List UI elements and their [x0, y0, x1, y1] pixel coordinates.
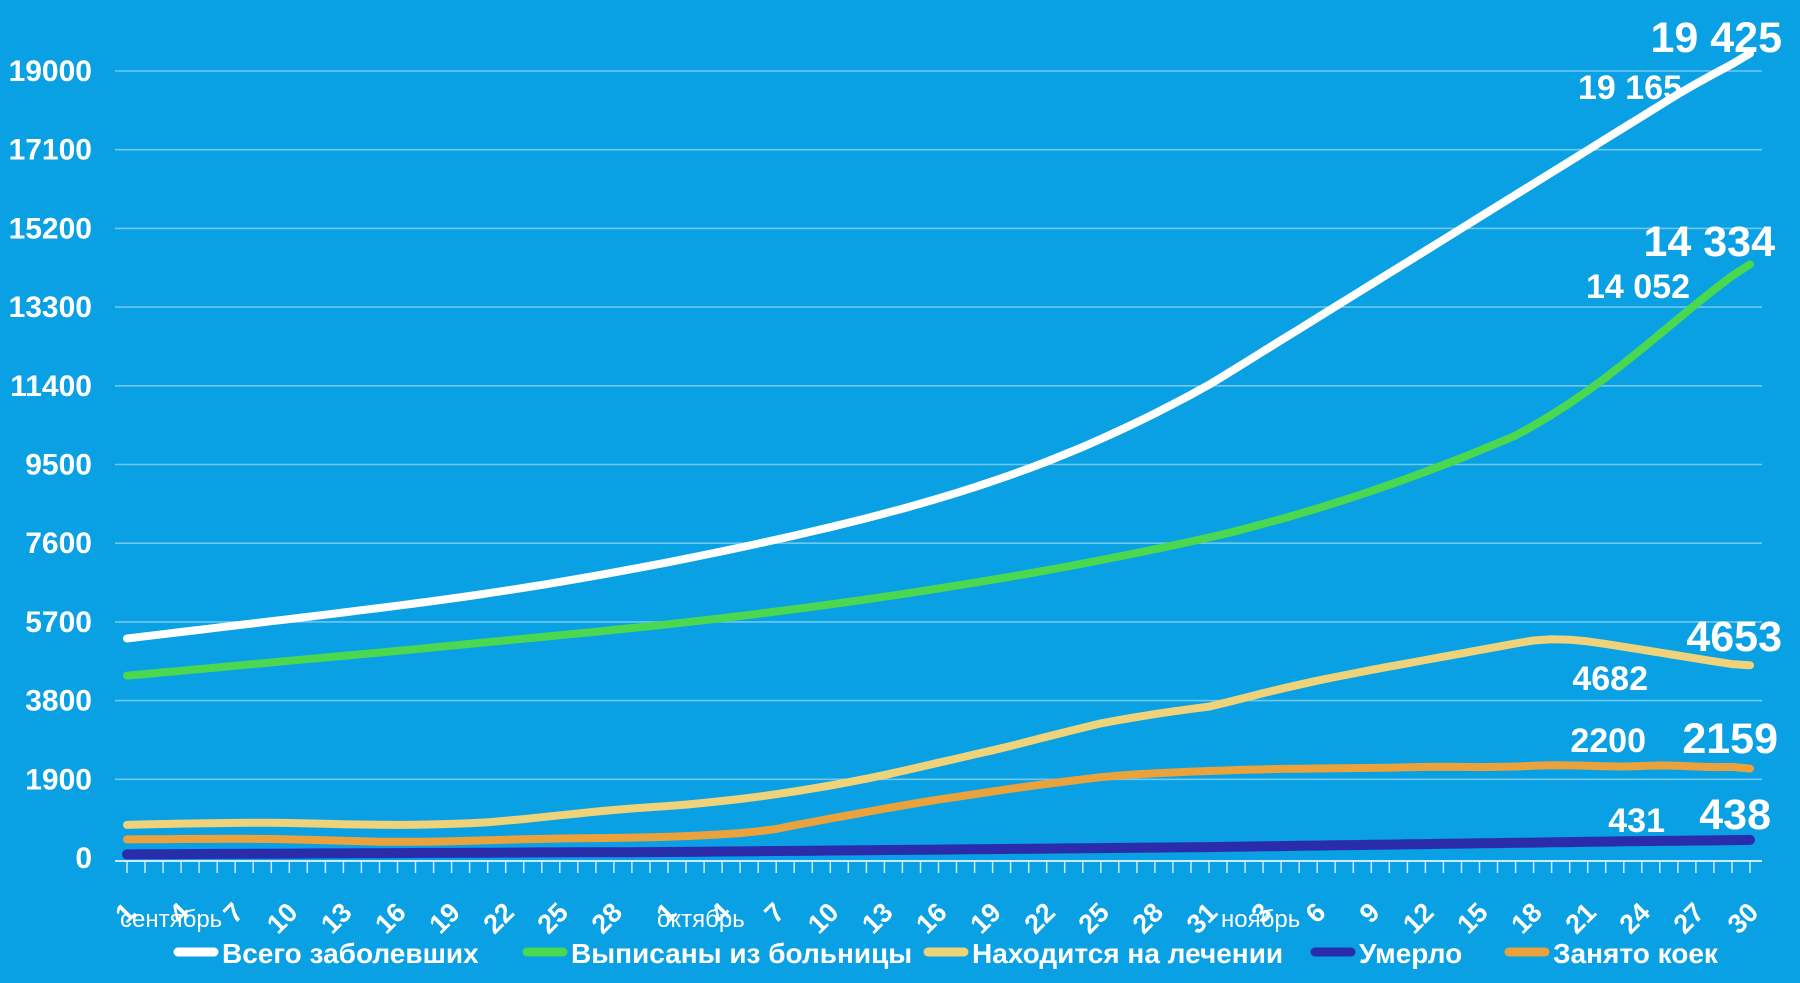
month-label: сентябрь: [120, 906, 222, 933]
y-axis-tick-label: 0: [75, 842, 92, 875]
legend-label-under-treatment: Находится на лечении: [972, 938, 1283, 969]
legend-label-discharged-from-hospital: Выписаны из больницы: [571, 938, 912, 969]
data-label-total-infected-current: 19 425: [1650, 14, 1782, 62]
legend: Всего заболевших Выписаны из больницы Нахо…: [173, 938, 1719, 969]
y-axis-tick-label: 7600: [25, 527, 92, 560]
series-lines: [122, 49, 1755, 860]
series-line-beds-occupied: [123, 761, 1754, 846]
x-axis: [115, 860, 1762, 873]
gridlines: [115, 70, 1762, 781]
data-label-discharged-from-hospital-previous: 14 052: [1586, 268, 1690, 306]
y-axis-tick-label: 11400: [10, 370, 92, 403]
series-line-under-treatment: [123, 635, 1754, 829]
data-label-died-current: 438: [1699, 791, 1771, 839]
legend-item-beds-occupied: Занято коек: [1504, 938, 1719, 969]
legend-label-total-infected: Всего заболевших: [222, 938, 479, 969]
series-line-total-infected: [123, 49, 1754, 643]
series-line-discharged-from-hospital: [123, 260, 1754, 680]
series-line-died: [122, 834, 1755, 860]
data-label-discharged-from-hospital-current: 14 334: [1643, 218, 1775, 266]
y-axis-tick-label: 1900: [25, 763, 92, 796]
y-axis-tick-label: 3800: [25, 685, 92, 718]
month-label: ноябрь: [1221, 906, 1300, 933]
y-axis-labels: 0 1900 3800 5700 7600 9500 11400 13300 15200 1710…: [9, 55, 92, 875]
legend-item-died: Умерло: [1310, 938, 1462, 969]
y-axis-tick-label: 5700: [25, 606, 92, 639]
data-label-total-infected-previous: 19 165: [1578, 69, 1682, 107]
data-label-beds-occupied-previous: 2200: [1570, 722, 1646, 760]
month-label: октябрь: [657, 906, 745, 933]
y-axis-tick-label: 9500: [25, 449, 92, 482]
y-axis-tick-label: 17100: [9, 134, 92, 167]
data-label-died-previous: 431: [1608, 802, 1665, 840]
y-axis-tick-label: 19000: [9, 55, 92, 88]
legend-item-under-treatment: Находится на лечении: [923, 938, 1283, 969]
y-axis-tick-label: 13300: [9, 291, 92, 324]
legend-item-total-infected: Всего заболевших: [173, 938, 479, 969]
data-label-under-treatment-current: 4653: [1686, 613, 1782, 661]
data-label-beds-occupied-current: 2159: [1682, 715, 1778, 763]
y-axis-tick-label: 15200: [9, 212, 92, 245]
legend-label-died: Умерло: [1359, 938, 1462, 969]
legend-item-discharged-from-hospital: Выписаны из больницы: [522, 938, 912, 969]
legend-label-beds-occupied: Занято коек: [1553, 938, 1719, 969]
data-label-under-treatment-previous: 4682: [1572, 660, 1648, 698]
